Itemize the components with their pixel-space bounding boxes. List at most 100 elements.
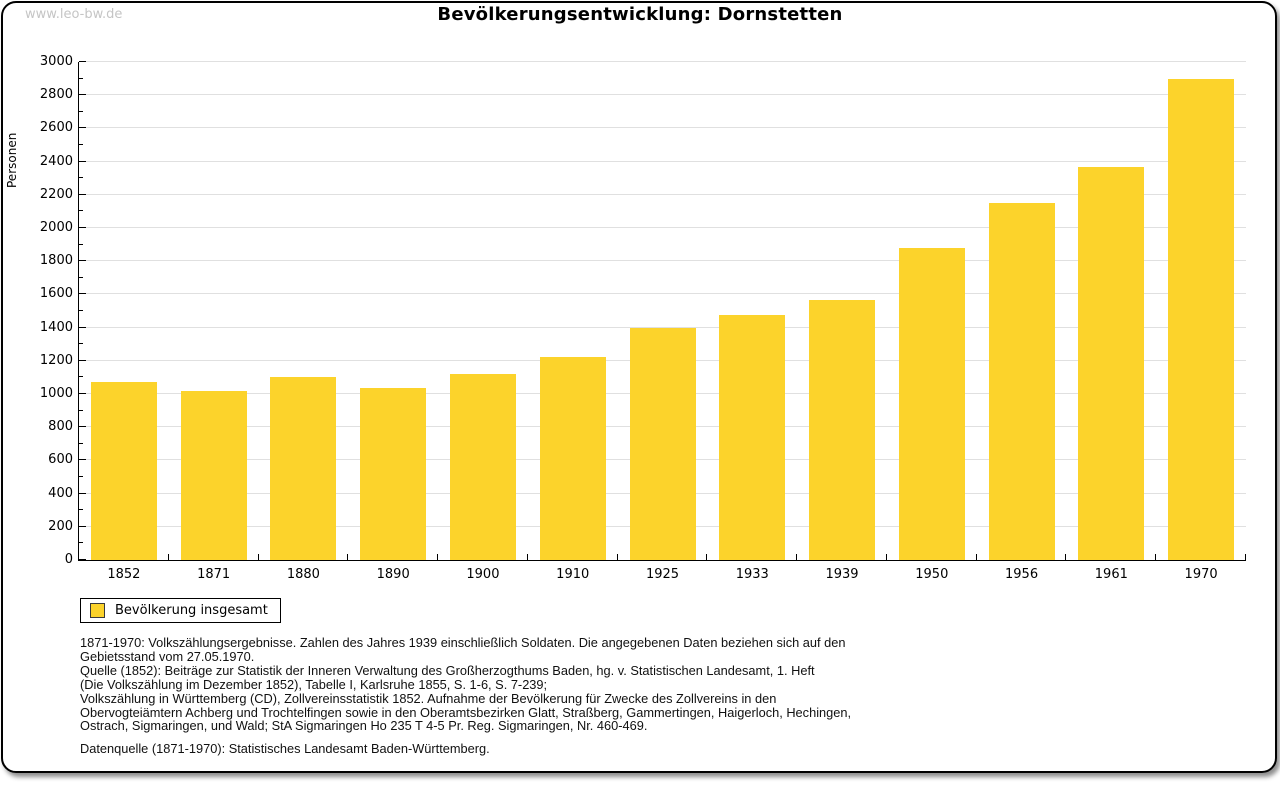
y-major-tick [79, 459, 86, 461]
bar-1956 [988, 203, 1055, 560]
gridline [79, 260, 1246, 262]
y-tick-label: 3000 [39, 54, 73, 69]
bar-1852 [90, 382, 157, 560]
x-boundary-tick [1155, 554, 1157, 560]
y-major-tick [79, 492, 86, 494]
y-tick-label: 2800 [39, 87, 73, 103]
datasource-line: Datenquelle (1871-1970): Statistisches L… [80, 741, 490, 756]
bar-1939 [809, 300, 876, 560]
x-boundary-tick [616, 554, 618, 560]
y-major-tick [79, 260, 86, 262]
footnote-line: 1871-1970: Volkszählungsergebnisse. Zahl… [80, 635, 846, 650]
y-tick-label: 2600 [39, 120, 73, 136]
footnote-line: Obervogteiämtern Achberg und Trochtelfin… [80, 704, 852, 720]
y-major-tick [79, 227, 86, 228]
y-major-tick [79, 160, 86, 162]
gridline [79, 61, 1246, 62]
bar-1950 [898, 247, 965, 560]
gridline [79, 127, 1246, 129]
x-boundary-tick [167, 554, 169, 560]
outer-frame [1, 1, 1277, 773]
y-minor-tick [79, 243, 83, 245]
y-minor-tick [79, 442, 83, 444]
y-tick-label: 1000 [39, 386, 73, 401]
y-major-tick [79, 359, 86, 361]
plot-area: 0 200 400 600 800 1000 1200 1400 1600 1800 2000 220… [40, 55, 1246, 582]
y-tick-label: 2000 [39, 220, 73, 235]
y-minor-tick [79, 177, 83, 179]
bar-1900 [449, 374, 516, 560]
y-axis-label: Personen [5, 132, 19, 188]
y-tick-label: 400 [48, 485, 73, 501]
footnotes: 1871-1970: Volkszählungsergebnisse. Zahl… [80, 636, 1200, 733]
bar-1890 [360, 388, 427, 560]
gridline [79, 227, 1246, 228]
x-tick-label: 1956 [1005, 567, 1039, 582]
y-tick-label: 1400 [39, 319, 73, 335]
y-major-tick [79, 61, 86, 62]
x-boundary-tick [437, 554, 439, 560]
x-tick-label: 1925 [645, 567, 680, 582]
y-tick-label: 200 [48, 518, 73, 534]
x-tick-label: 1970 [1184, 567, 1218, 582]
x-tick-label: 1871 [197, 567, 231, 582]
y-tick-label: 1200 [39, 352, 73, 368]
y-minor-tick [79, 542, 83, 544]
x-boundary-tick [885, 554, 887, 560]
legend-label: Bevölkerung insgesamt [115, 603, 268, 618]
y-minor-tick [79, 276, 83, 278]
x-boundary-tick [706, 554, 708, 560]
gridline [79, 94, 1246, 96]
x-tick-label: 1852 [107, 567, 141, 582]
x-boundary-tick [347, 554, 349, 560]
x-tick-label: 1939 [825, 567, 859, 582]
y-major-tick [79, 293, 86, 295]
gridline [79, 293, 1246, 295]
y-minor-tick [79, 110, 83, 112]
bar-1910 [539, 356, 606, 560]
x-tick-label: 1880 [286, 567, 320, 582]
footnote-line: (Die Volkszählung im Dezember 1852), Tab… [80, 676, 548, 692]
footnote-line: Quelle (1852): Beiträge zur Statistik de… [80, 662, 815, 678]
x-tick-label: 1950 [915, 567, 949, 582]
y-tick-label: 600 [48, 452, 73, 468]
y-minor-tick [79, 409, 83, 411]
x-boundary-tick [526, 554, 528, 560]
bar-1961 [1078, 166, 1145, 560]
x-tick-label: 1933 [735, 567, 769, 582]
chart-title: Bevölkerungsentwicklung: Dornstetten [437, 4, 843, 25]
y-minor-tick [79, 77, 83, 79]
y-minor-tick [79, 476, 83, 477]
y-minor-tick [79, 144, 83, 145]
y-major-tick [79, 426, 86, 428]
y-major-tick [79, 525, 86, 527]
y-major-tick [79, 559, 86, 560]
y-tick-label: 1600 [39, 286, 73, 302]
footnote-line: Ostrach, Sigmaringen, und Wald; StA Sigm… [80, 718, 648, 734]
legend: Bevölkerung insgesamt [80, 598, 281, 623]
x-tick-label: 1910 [556, 567, 590, 582]
y-minor-tick [79, 310, 83, 311]
x-tick-label: 1961 [1094, 567, 1128, 582]
y-tick-label: 0 [64, 552, 73, 567]
footnote-line: Volkszählung in Württemberg (CD), Zollve… [80, 690, 777, 706]
x-tick-label: 1890 [376, 567, 410, 582]
bar-1933 [719, 315, 786, 560]
y-minor-tick [79, 376, 83, 378]
x-boundary-tick [1065, 554, 1067, 560]
y-tick-label: 2400 [39, 153, 73, 169]
x-boundary-tick [257, 554, 259, 560]
y-major-tick [79, 94, 86, 96]
y-tick-label: 2200 [39, 186, 73, 202]
y-minor-tick [79, 210, 83, 212]
footnote-line: Gebietsstand vom 27.05.1970. [80, 648, 255, 664]
bar-1925 [629, 327, 696, 560]
x-boundary-tick [796, 554, 798, 560]
bar-1970 [1168, 78, 1235, 560]
gridline [79, 193, 1246, 195]
y-tick-label: 1800 [39, 253, 73, 269]
y-major-tick [79, 127, 86, 129]
bar-1880 [270, 377, 337, 560]
bar-1871 [180, 390, 247, 560]
